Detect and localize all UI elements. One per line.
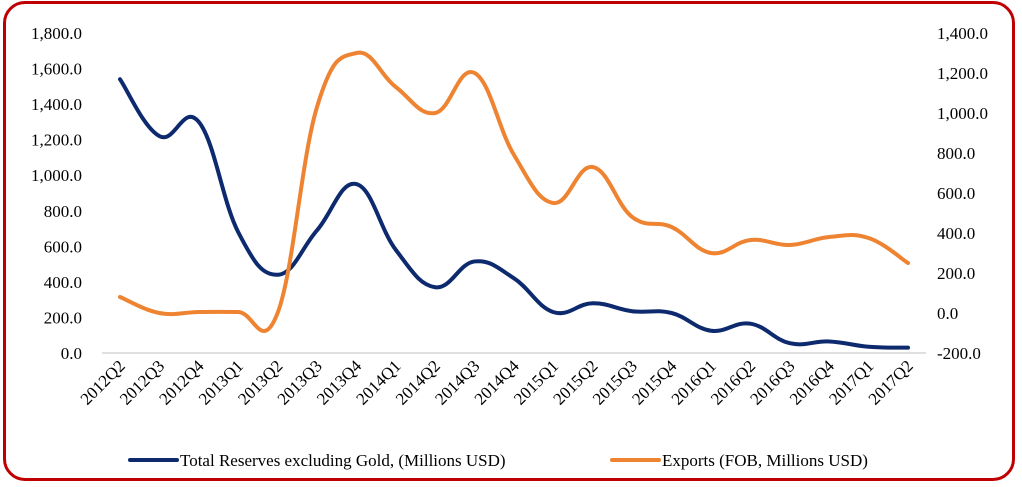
legend-label-exports: Exports (FOB, Millions USD) [662, 451, 868, 470]
chart-frame [3, 1, 1015, 481]
y-right-tick-label: 0.0 [937, 304, 958, 323]
y-left-tick-label: 800.0 [44, 202, 82, 221]
y-left-tick-label: 1,000.0 [31, 166, 82, 185]
y-left-tick-label: 400.0 [44, 273, 82, 292]
legend: Total Reserves excluding Gold, (Millions… [128, 451, 868, 470]
series-line-reserves [118, 77, 910, 350]
y-left-tick-label: 0.0 [61, 344, 82, 363]
legend-label-reserves: Total Reserves excluding Gold, (Millions… [180, 451, 506, 470]
y-right-tick-label: -200.0 [937, 344, 981, 363]
y-right-tick-label: 1,200.0 [937, 64, 988, 83]
series-line-exports [118, 50, 910, 333]
y-right-tick-label: 1,400.0 [937, 24, 988, 43]
y-right-tick-label: 600.0 [937, 184, 975, 203]
y-left-tick-label: 1,600.0 [31, 60, 82, 79]
y-right-tick-label: 1,000.0 [937, 104, 988, 123]
x-tick-label: 2017Q2 [865, 356, 917, 408]
y-right-tick-label: 800.0 [937, 144, 975, 163]
series-lines [118, 50, 910, 350]
y-left-tick-label: 1,200.0 [31, 131, 82, 150]
y-left-tick-label: 600.0 [44, 237, 82, 256]
axes: 1,800.0 1,600.0 1,400.0 1,200.0 1,000.0 800.0… [31, 24, 988, 409]
y-right-tick-label: 200.0 [937, 264, 975, 283]
y-left-tick-label: 1,400.0 [31, 95, 82, 114]
y-left-tick-label: 1,800.0 [31, 24, 82, 43]
y-right-tick-label: 400.0 [937, 224, 975, 243]
y-left-tick-label: 200.0 [44, 308, 82, 327]
